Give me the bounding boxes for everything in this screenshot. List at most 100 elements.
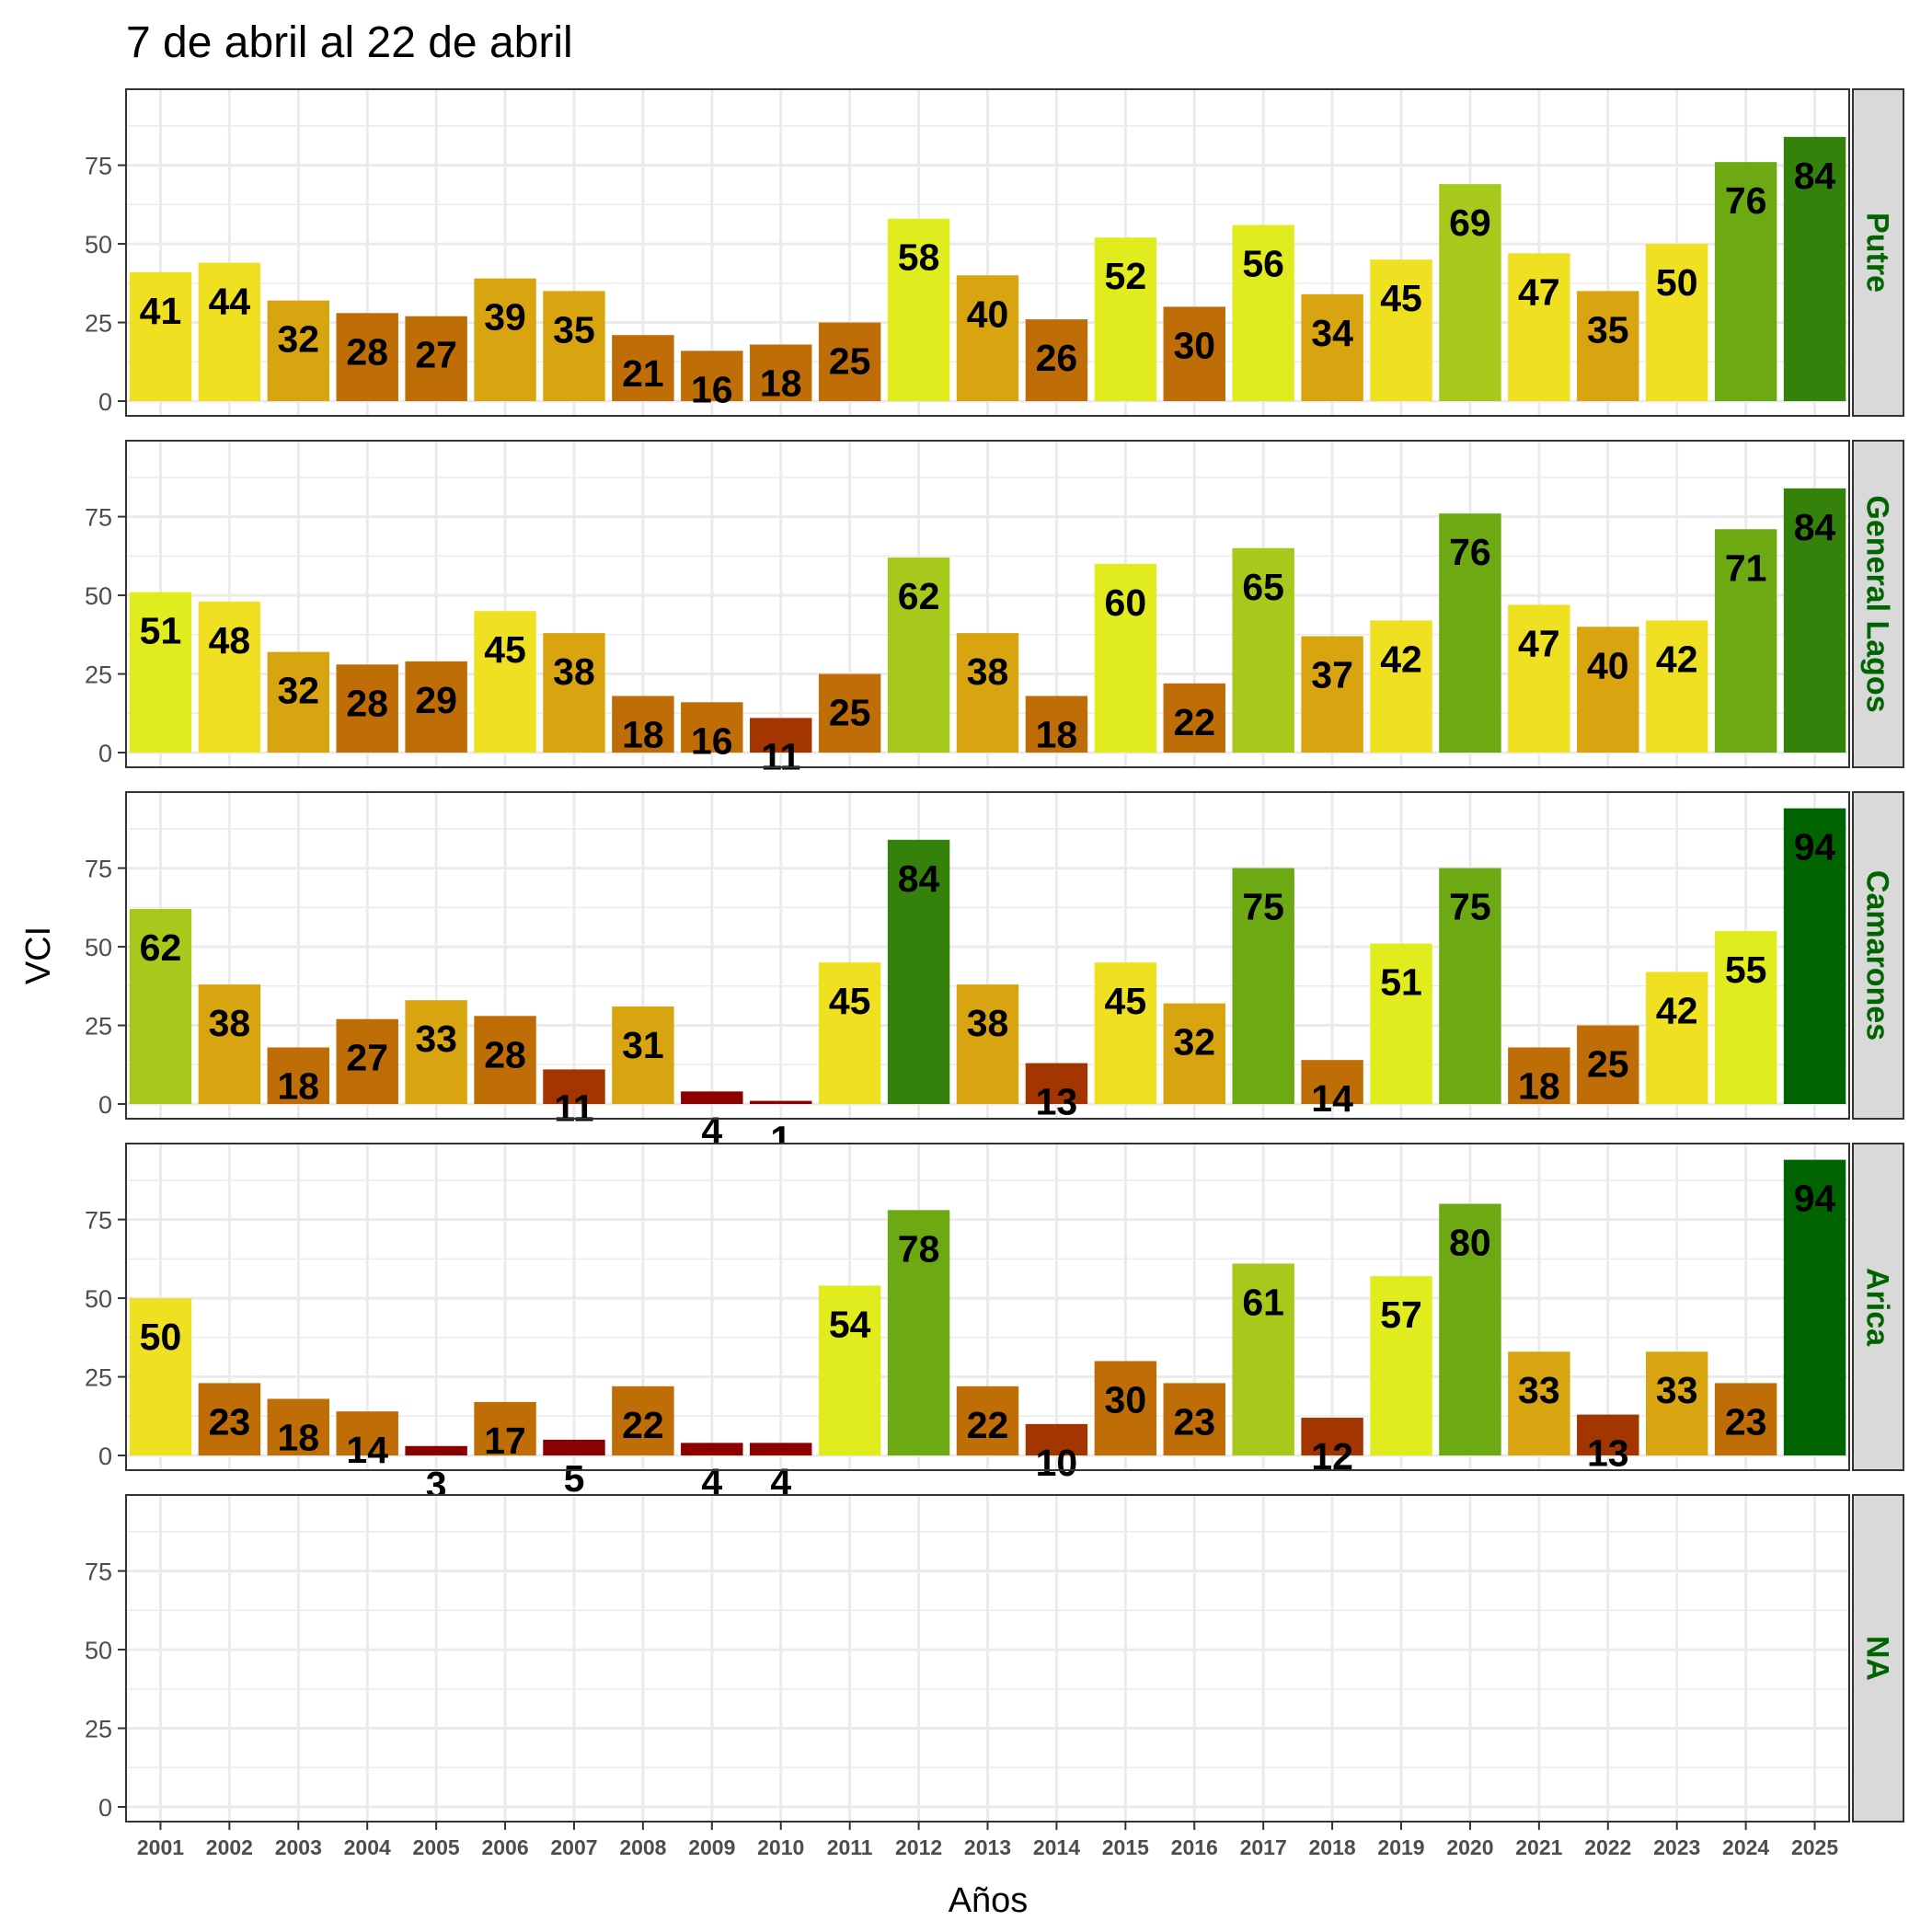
bar-value-label: 29 (415, 679, 457, 721)
bar-value-label: 23 (1173, 1400, 1215, 1443)
x-tick-label-2012: 2012 (895, 1835, 942, 1859)
bar-value-label: 45 (1380, 277, 1422, 319)
bar-value-label: 65 (1242, 566, 1284, 608)
y-tick-label: 50 (85, 582, 112, 610)
bar-value-label: 18 (1518, 1064, 1560, 1107)
bar-value-label: 42 (1380, 638, 1422, 680)
bar-value-label: 51 (140, 610, 182, 652)
bar-arica-2016 (1163, 1383, 1225, 1456)
bar-value-label: 60 (1105, 581, 1147, 624)
bar-general-lagos-2014 (1025, 696, 1088, 753)
x-tick-label-2007: 2007 (550, 1835, 597, 1859)
x-tick-label-2005: 2005 (413, 1835, 460, 1859)
bar-value-label: 42 (1656, 989, 1698, 1031)
bar-value-label: 55 (1725, 949, 1767, 991)
bar-camarones-2006 (474, 1016, 536, 1105)
bar-value-label: 10 (1036, 1442, 1078, 1484)
bar-value-label: 45 (484, 628, 526, 671)
panel-border (125, 440, 1850, 768)
bar-camarones-2025 (1783, 808, 1846, 1105)
bar-general-lagos-2009 (681, 702, 743, 753)
x-tick-label-2009: 2009 (688, 1835, 735, 1859)
bar-value-label: 18 (760, 362, 802, 404)
bar-value-label: 31 (622, 1024, 664, 1066)
bar-value-label: 18 (1036, 713, 1078, 755)
facet-strip-label: General Lagos (1860, 495, 1895, 712)
bar-camarones-2013 (956, 984, 1019, 1105)
bar-camarones-2004 (336, 1018, 398, 1105)
x-axis-ticks: 2001 2002 2003 2004 2005 2006 2007 2008 2009 2010… (137, 1822, 1838, 1859)
bar-value-label: 14 (346, 1429, 388, 1471)
bar-general-lagos-2018 (1301, 636, 1363, 753)
bar-value-label: 22 (967, 1404, 1009, 1446)
bar-value-label: 28 (484, 1033, 526, 1075)
bar-arica-2008 (612, 1386, 674, 1456)
x-tick-label-2014: 2014 (1033, 1835, 1080, 1859)
bar-value-label: 45 (1105, 980, 1147, 1022)
bar-putre-2019 (1370, 259, 1432, 402)
bar-value-label: 25 (829, 692, 871, 734)
bar-camarones-2003 (267, 1047, 330, 1105)
bar-value-label: 40 (1587, 644, 1629, 686)
y-tick-label: 0 (98, 388, 112, 416)
y-tick-label: 0 (98, 1794, 112, 1822)
bar-putre-2006 (474, 278, 536, 402)
bar-value-label: 33 (1518, 1369, 1560, 1411)
bar-general-lagos-2021 (1508, 604, 1570, 753)
bar-value-label: 84 (898, 857, 940, 900)
bar-arica-2002 (198, 1383, 261, 1456)
bar-camarones-2017 (1232, 868, 1294, 1105)
x-tick-label-2008: 2008 (619, 1835, 666, 1859)
bar-camarones-2023 (1645, 972, 1708, 1105)
bar-general-lagos-2003 (267, 651, 330, 753)
bar-value-label: 69 (1449, 201, 1491, 244)
facet-strip (1852, 88, 1904, 417)
bar-putre-2018 (1301, 293, 1363, 402)
bar-arica-2001 (129, 1298, 192, 1456)
bar-value-label: 25 (829, 340, 871, 383)
x-tick-label-2018: 2018 (1309, 1835, 1356, 1859)
bar-value-label: 30 (1105, 1378, 1147, 1420)
bar-camarones-2020 (1439, 868, 1501, 1105)
bar-value-label: 57 (1380, 1294, 1422, 1336)
bar-value-label: 75 (1449, 886, 1491, 928)
x-axis-title: Años (949, 1881, 1029, 1920)
bar-general-lagos-2023 (1645, 620, 1708, 753)
x-tick-label-2017: 2017 (1240, 1835, 1287, 1859)
bar-putre-2014 (1025, 319, 1088, 402)
bar-camarones-2021 (1508, 1047, 1570, 1105)
x-tick-label-2004: 2004 (344, 1835, 391, 1859)
y-tick-label: 75 (85, 153, 112, 180)
bar-value-label: 52 (1105, 255, 1147, 297)
bar-general-lagos-2007 (543, 633, 605, 753)
bar-value-label: 16 (691, 368, 733, 410)
bar-arica-2007 (543, 1439, 605, 1456)
facet-na: 0 25 50 75 NA (85, 1494, 1904, 1823)
bar-value-label: 94 (1794, 826, 1836, 868)
x-tick-label-2023: 2023 (1653, 1835, 1700, 1859)
bar-putre-2023 (1645, 244, 1708, 402)
y-tick-label: 25 (85, 661, 112, 689)
bar-camarones-2005 (405, 1000, 467, 1105)
bar-value-label: 84 (1794, 155, 1836, 197)
bar-general-lagos-2017 (1232, 547, 1294, 753)
bar-value-label: 41 (140, 290, 182, 332)
y-tick-label: 75 (85, 1207, 112, 1235)
y-tick-label: 50 (85, 1285, 112, 1313)
bar-value-label: 94 (1794, 1178, 1836, 1220)
bar-value-label: 71 (1725, 546, 1767, 589)
bar-arica-2018 (1301, 1417, 1363, 1456)
facet-strip (1852, 1143, 1904, 1471)
x-tick-label-2025: 2025 (1791, 1835, 1838, 1859)
bar-value-label: 13 (1587, 1432, 1629, 1475)
facet-strip (1852, 440, 1904, 768)
bar-value-label: 34 (1311, 312, 1353, 354)
bar-arica-2011 (818, 1285, 881, 1456)
bar-arica-2021 (1508, 1351, 1570, 1456)
bar-putre-2009 (681, 351, 743, 402)
bar-putre-2007 (543, 291, 605, 402)
bar-general-lagos-2011 (818, 673, 881, 753)
y-tick-label: 50 (85, 1637, 112, 1664)
bar-putre-2022 (1577, 291, 1639, 402)
